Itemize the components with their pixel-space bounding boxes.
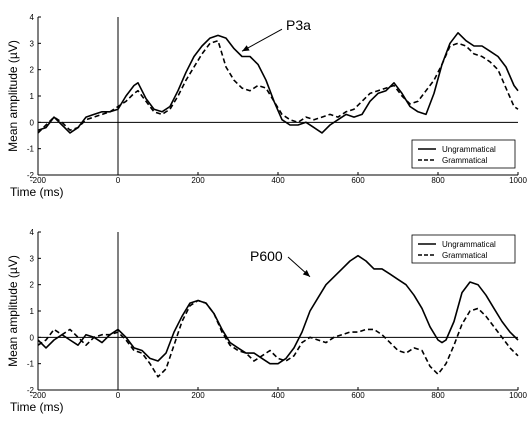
x-tick-label: -200 [30,391,47,400]
chart-panel-1: -200 0 200 400 600 800 1000 -2 -1 0 1 2 3 4 Time (ms) M… [6,13,527,199]
x-tick-label: -200 [30,176,47,185]
x-axis-title: Time (ms) [10,400,64,414]
y-tick-label: 3 [30,254,35,263]
legend: Ungrammatical Grammatical [411,234,516,264]
legend: Ungrammatical Grammatical [411,139,516,169]
y-tick-label: 0 [30,333,35,342]
legend-label: Ungrammatical [442,240,496,249]
x-tick-label: 200 [191,391,205,400]
legend-label: Ungrammatical [442,145,496,154]
legend-box [411,139,516,169]
series-line-ungrammatical [37,254,519,365]
x-tick-label: 600 [351,391,365,400]
x-tick-label: 800 [431,391,445,400]
annotation-arrow-head [242,45,250,52]
y-tick-label: 2 [30,66,35,75]
y-tick-label: 2 [30,281,35,290]
x-tick-label: 0 [116,176,121,185]
x-tick-label: 1000 [509,391,527,400]
annotation-arrow-head [302,269,310,277]
y-tick-label: 1 [30,307,35,316]
y-tick-label: -1 [27,145,35,154]
x-tick-label: 400 [271,391,285,400]
x-tick-label: 0 [116,391,121,400]
annotation-arrow-shaft [241,28,283,52]
y-axis-title: Mean amplitude (µV) [6,255,20,367]
series-line-grammatical [37,299,519,378]
legend-box [411,234,516,264]
x-tick-label: 400 [271,176,285,185]
x-tick-label: 600 [351,176,365,185]
chart-panel-2: -200 0 200 400 600 800 1000 -2 -1 0 1 2 3 4 Time (ms) M… [6,228,527,414]
y-tick-label: 0 [30,118,35,127]
y-tick-label: 4 [30,13,35,22]
legend-label: Grammatical [442,156,488,165]
y-axis-title: Mean amplitude (µV) [6,40,20,152]
series-line-grammatical [37,39,519,134]
x-axis-title: Time (ms) [10,185,64,199]
legend-label: Grammatical [442,251,488,260]
y-tick-label: -1 [27,360,35,369]
y-tick-label: -2 [27,171,35,180]
x-tick-label: 800 [431,176,445,185]
y-tick-label: 4 [30,228,35,237]
y-tick-label: 1 [30,92,35,101]
annotation-label: P3a [286,17,311,33]
series-line-ungrammatical [37,31,519,134]
x-tick-label: 1000 [509,176,527,185]
x-tick-label: 200 [191,176,205,185]
y-tick-label: -2 [27,386,35,395]
y-tick-label: 3 [30,39,35,48]
annotation-label: P600 [250,248,283,264]
